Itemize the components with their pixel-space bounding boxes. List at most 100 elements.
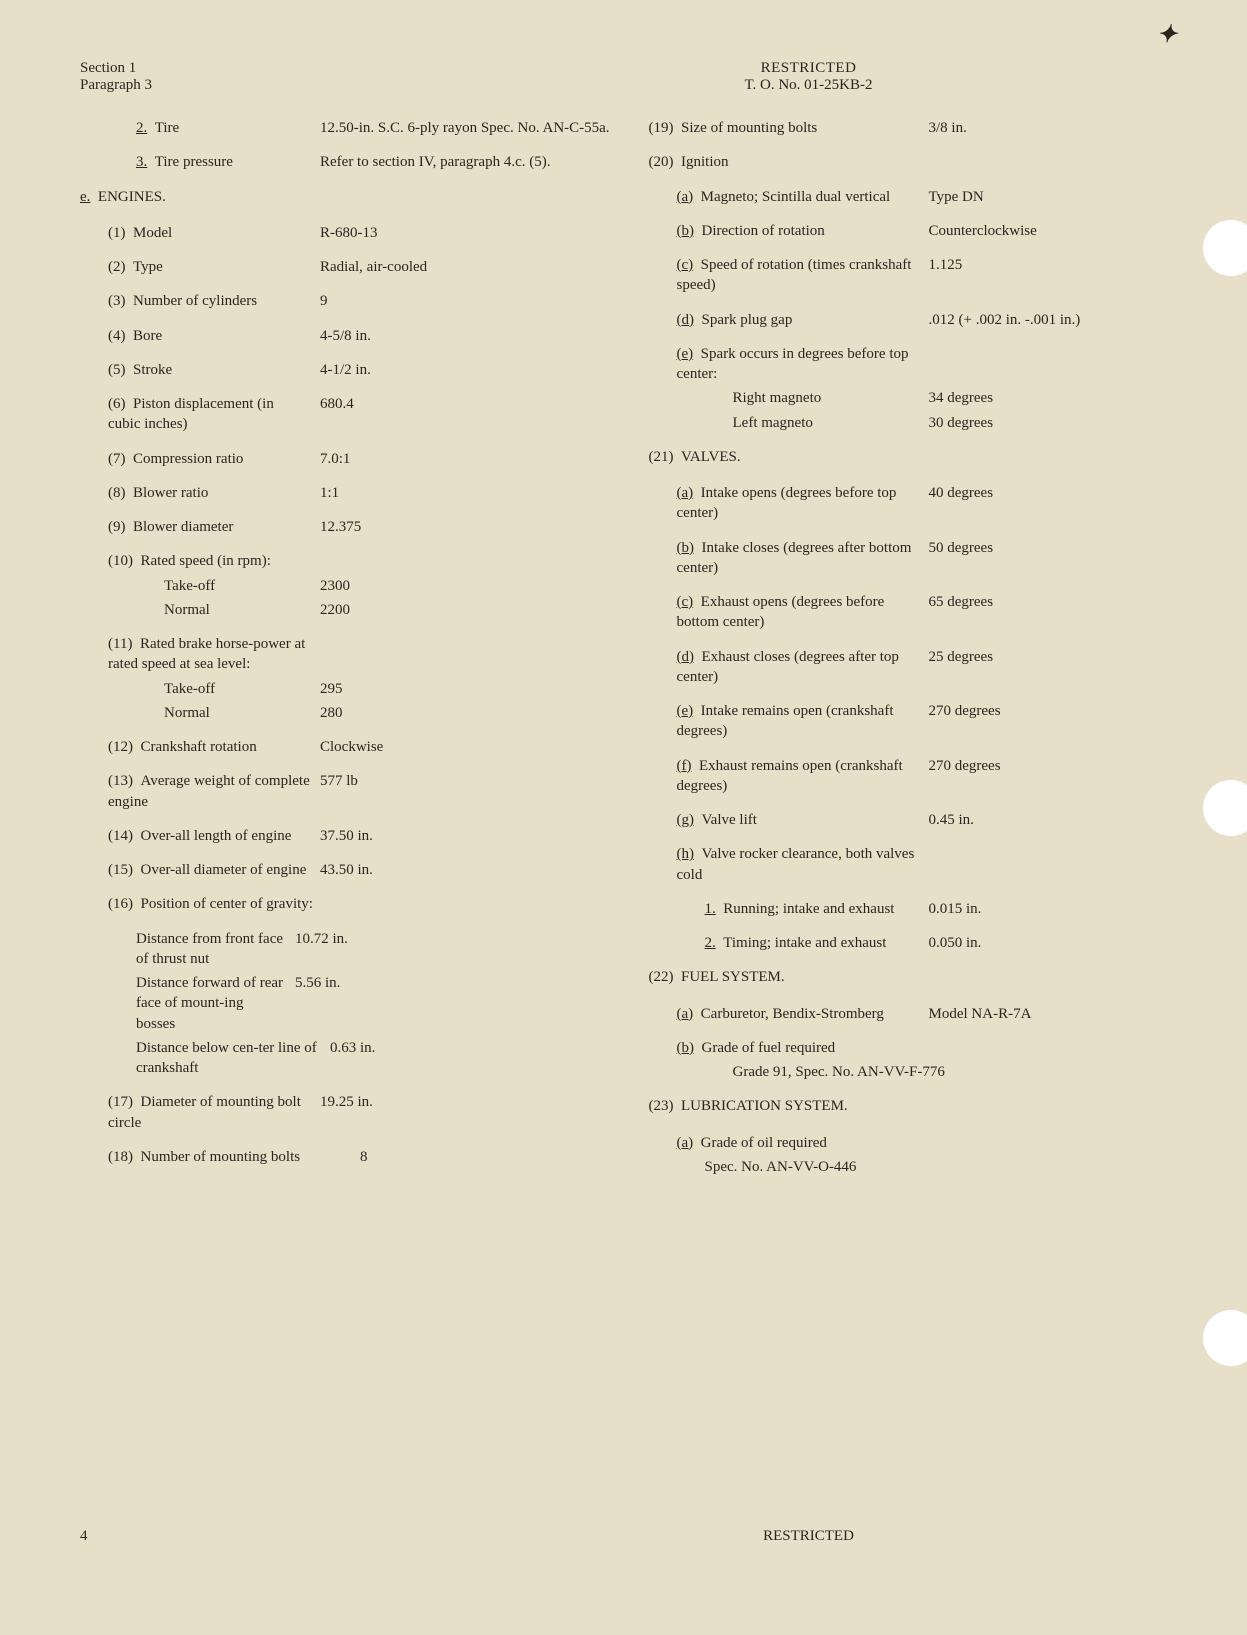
item-value: 295 xyxy=(320,679,619,699)
item-label: Normal xyxy=(164,705,210,721)
item-value: 12.50-in. S.C. 6-ply rayon Spec. No. AN-… xyxy=(320,118,619,138)
spec-row: (5) Stroke 4-1/2 in. xyxy=(80,360,619,380)
item-value: 0.63 in. xyxy=(330,1038,619,1079)
item-num: (7) xyxy=(108,451,126,467)
spec-row: (20) Ignition xyxy=(649,152,1188,172)
spec-subrow: (c) Exhaust opens (degrees before bottom… xyxy=(649,592,1188,633)
item-num: (1) xyxy=(108,225,126,241)
item-label: Exhaust remains open (crankshaft degrees… xyxy=(677,758,903,794)
spec-row: (12) Crankshaft rotation Clockwise xyxy=(80,737,619,757)
spec-subrow: (b) Intake closes (degrees after bottom … xyxy=(649,538,1188,579)
spec-subrow: Normal 2200 xyxy=(80,600,619,620)
item-num: (a) xyxy=(677,1135,694,1151)
page-header: Section 1 Paragraph 3 RESTRICTED T. O. N… xyxy=(80,60,1187,94)
spec-row: (10) Rated speed (in rpm): xyxy=(80,551,619,571)
item-num: (f) xyxy=(677,758,692,774)
item-num: (4) xyxy=(108,328,126,344)
tire-pressure-row: 3. Tire pressure Refer to section IV, pa… xyxy=(80,152,619,172)
item-num: (c) xyxy=(677,594,694,610)
item-label: Magneto; Scintilla dual vertical xyxy=(701,189,891,205)
item-num: (9) xyxy=(108,519,126,535)
punch-hole-icon xyxy=(1203,220,1247,276)
spec-subrow: (d) Spark plug gap .012 (+ .002 in. -.00… xyxy=(649,310,1188,330)
spec-row: (3) Number of cylinders 9 xyxy=(80,291,619,311)
item-num: (b) xyxy=(677,540,695,556)
item-label: Blower ratio xyxy=(133,485,208,501)
item-value: 0.015 in. xyxy=(929,899,1109,919)
item-label: Crankshaft rotation xyxy=(141,739,257,755)
spec-subrow: (b) Grade of fuel required xyxy=(649,1038,1188,1058)
item-value: 1.125 xyxy=(929,255,1109,296)
item-label: Position of center of gravity: xyxy=(141,896,313,912)
item-label: VALVES. xyxy=(681,449,741,465)
item-num: (10) xyxy=(108,553,133,569)
item-label: Distance below cen-ter line of crankshaf… xyxy=(136,1040,317,1076)
item-num: (h) xyxy=(677,846,695,862)
item-value: 12.375 xyxy=(320,517,619,537)
spec-row: (14) Over-all length of engine 37.50 in. xyxy=(80,826,619,846)
item-label: Over-all diameter of engine xyxy=(141,862,307,878)
item-num: (b) xyxy=(677,223,695,239)
item-num: (17) xyxy=(108,1094,133,1110)
item-num: 1. xyxy=(705,901,716,917)
item-label: Distance from front face of thrust nut xyxy=(136,931,283,967)
heading-label: ENGINES. xyxy=(98,189,166,205)
section-num: Section 1 xyxy=(80,60,430,77)
item-label: Blower diameter xyxy=(133,519,233,535)
item-value: 2200 xyxy=(320,600,619,620)
item-label: Number of cylinders xyxy=(133,293,257,309)
item-label: Model xyxy=(133,225,172,241)
item-label: Carburetor, Bendix-Stromberg xyxy=(701,1006,884,1022)
item-label: Ignition xyxy=(681,154,729,170)
item-value: 9 xyxy=(320,291,619,311)
footer-restricted: RESTRICTED xyxy=(430,1528,1187,1545)
paragraph-num: Paragraph 3 xyxy=(80,77,430,94)
item-value: Clockwise xyxy=(320,737,619,757)
item-value: Type DN xyxy=(929,187,1109,207)
item-label: Rated brake horse-power at rated speed a… xyxy=(108,636,305,672)
spec-subrow: 2. Timing; intake and exhaust 0.050 in. xyxy=(649,933,1188,953)
item-label: Bore xyxy=(133,328,162,344)
spec-row: (16) Position of center of gravity: xyxy=(80,894,619,914)
item-label: Rated speed (in rpm): xyxy=(141,553,271,569)
item-label: Tire xyxy=(155,120,179,136)
item-num: (11) xyxy=(108,636,132,652)
spec-subrow: Spec. No. AN-VV-O-446 xyxy=(649,1157,1188,1177)
page-footer: 4 RESTRICTED xyxy=(80,1528,1187,1545)
item-label: Valve lift xyxy=(702,812,757,828)
item-num: (19) xyxy=(649,120,674,136)
item-value: Counterclockwise xyxy=(929,221,1109,241)
fuel-heading: (22) FUEL SYSTEM. xyxy=(649,967,1188,987)
punch-hole-icon xyxy=(1203,1310,1247,1366)
item-value: Radial, air-cooled xyxy=(320,257,619,277)
item-num: (e) xyxy=(677,703,694,719)
item-value: Grade 91, Spec. No. AN-VV-F-776 xyxy=(733,1064,945,1080)
item-num: (18) xyxy=(108,1149,133,1165)
item-num: (c) xyxy=(677,257,694,273)
item-value: 2300 xyxy=(320,576,619,596)
spec-subrow: (a) Intake opens (degrees before top cen… xyxy=(649,483,1188,524)
item-value: 7.0:1 xyxy=(320,449,619,469)
item-value: 280 xyxy=(320,703,619,723)
item-num: 3. xyxy=(136,154,147,170)
item-num: (3) xyxy=(108,293,126,309)
item-label: Running; intake and exhaust xyxy=(723,901,894,917)
item-label: Tire pressure xyxy=(155,154,233,170)
spec-subrow: (h) Valve rocker clearance, both valves … xyxy=(649,844,1188,885)
item-num: (a) xyxy=(677,189,694,205)
item-label: Number of mounting bolts xyxy=(141,1149,301,1165)
item-label: Intake remains open (crankshaft degrees) xyxy=(677,703,894,739)
spec-row: (1) Model R-680-13 xyxy=(80,223,619,243)
spec-subrow: (e) Intake remains open (crankshaft degr… xyxy=(649,701,1188,742)
item-label: Intake closes (degrees after bottom cent… xyxy=(677,540,912,576)
item-value: 19.25 in. xyxy=(320,1092,619,1133)
item-num: (8) xyxy=(108,485,126,501)
item-value: 10.72 in. xyxy=(295,929,619,970)
spec-subrow: (c) Speed of rotation (times crankshaft … xyxy=(649,255,1188,296)
item-num: (6) xyxy=(108,396,126,412)
spec-row: (2) Type Radial, air-cooled xyxy=(80,257,619,277)
item-value: 270 degrees xyxy=(929,756,1109,797)
item-label: Spark occurs in degrees before top cente… xyxy=(677,346,909,382)
item-num: (23) xyxy=(649,1098,674,1114)
item-label: Speed of rotation (times crankshaft spee… xyxy=(677,257,912,293)
